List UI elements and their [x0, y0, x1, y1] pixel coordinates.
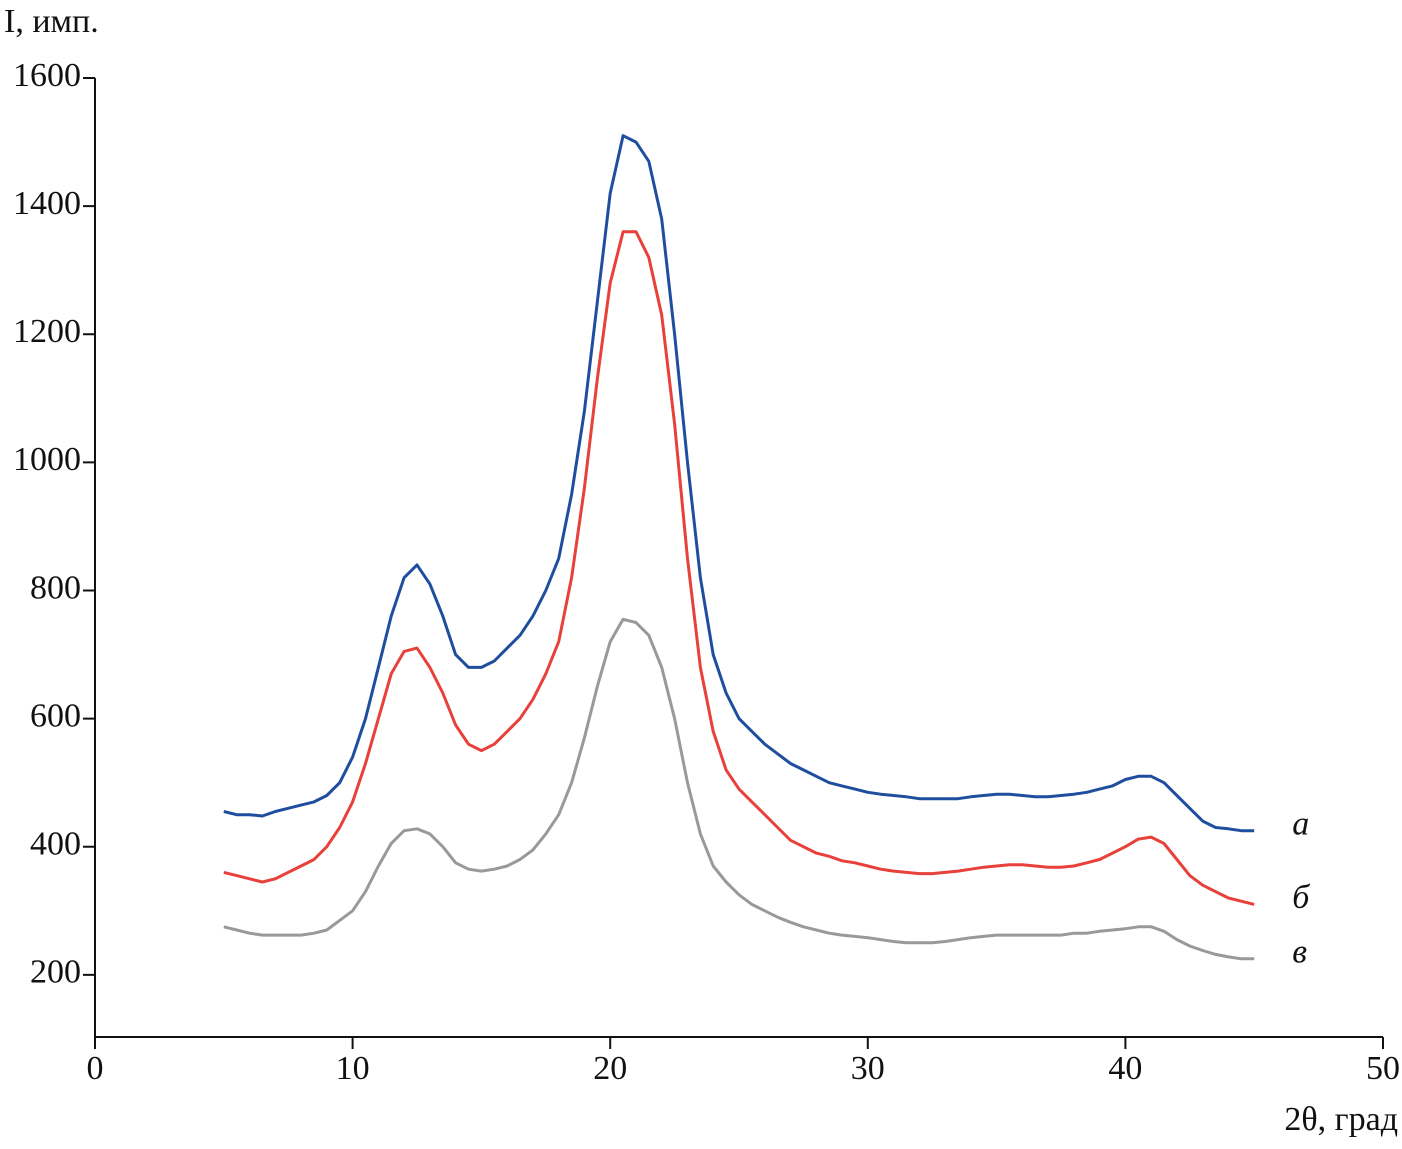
y-tick-label: 1400	[13, 185, 81, 222]
series-line	[223, 134, 1255, 833]
y-tick-label: 1600	[13, 57, 81, 94]
x-tick-label: 10	[336, 1050, 370, 1087]
series-line	[223, 617, 1255, 961]
x-tick-label: 20	[593, 1050, 627, 1087]
y-tick-label: 1200	[13, 313, 81, 350]
series-label: а	[1292, 806, 1309, 843]
series-line	[223, 230, 1255, 906]
x-tick-label: 50	[1366, 1050, 1400, 1087]
series-label: б	[1292, 879, 1311, 916]
x-tick-label: 40	[1108, 1050, 1142, 1087]
y-axis-label: I, имп.	[4, 3, 99, 40]
x-tick-label: 30	[851, 1050, 885, 1087]
x-tick-label: 0	[87, 1050, 104, 1087]
series-label: в	[1292, 934, 1307, 971]
y-tick-label: 600	[30, 697, 81, 734]
y-tick-label: 1000	[13, 441, 81, 478]
y-tick-label: 800	[30, 569, 81, 606]
x-axis-label: 2θ, град	[1284, 1101, 1398, 1138]
y-tick-label: 400	[30, 826, 81, 863]
y-tick-label: 200	[30, 954, 81, 991]
